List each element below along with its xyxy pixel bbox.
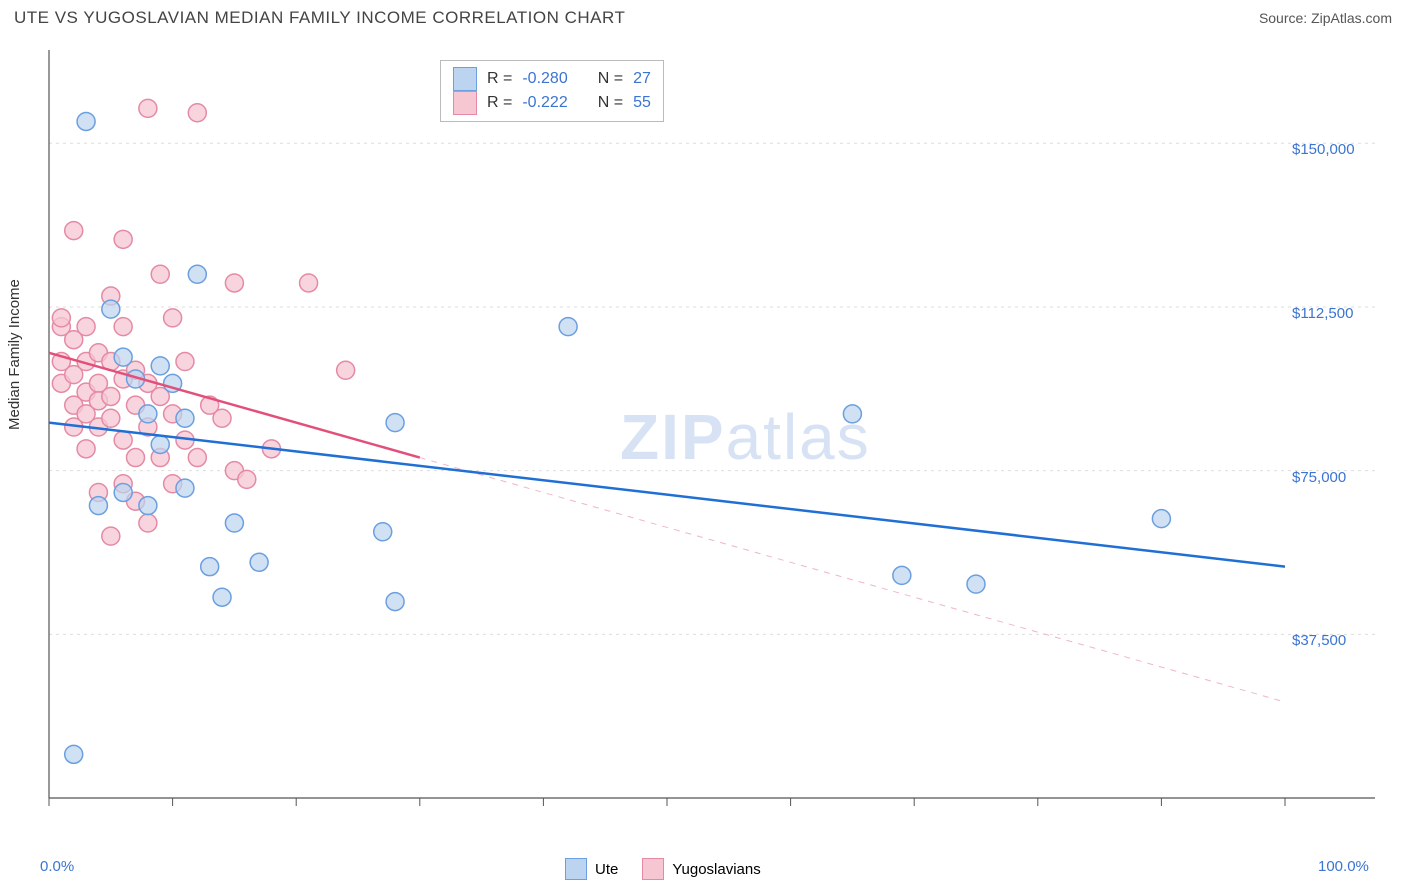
y-tick-label: $112,500 xyxy=(1292,305,1353,322)
r-label: R = xyxy=(487,94,512,112)
chart-svg xyxy=(45,48,1380,818)
swatch-ute xyxy=(453,67,477,91)
y-tick-label: $75,000 xyxy=(1292,469,1346,486)
legend-item-ute: Ute xyxy=(565,858,618,880)
legend-label-ute: Ute xyxy=(595,861,618,878)
plot-area xyxy=(45,48,1380,818)
y-axis-label: Median Family Income xyxy=(6,279,23,430)
swatch-yugoslavians xyxy=(453,91,477,115)
legend-row-ute: R = -0.280 N = 27 xyxy=(453,67,651,91)
n-label: N = xyxy=(598,94,623,112)
swatch-yugoslavians-icon xyxy=(642,858,664,880)
r-value-yugoslavians: -0.222 xyxy=(522,94,567,112)
x-tick-min: 0.0% xyxy=(40,858,74,875)
legend-row-yugoslavians: R = -0.222 N = 55 xyxy=(453,91,651,115)
swatch-ute-icon xyxy=(565,858,587,880)
legend-correlation-box: R = -0.280 N = 27 R = -0.222 N = 55 xyxy=(440,60,664,122)
n-label: N = xyxy=(598,70,623,88)
n-value-ute: 27 xyxy=(633,70,651,88)
r-value-ute: -0.280 xyxy=(522,70,567,88)
chart-title: UTE VS YUGOSLAVIAN MEDIAN FAMILY INCOME … xyxy=(14,8,625,28)
legend-series: Ute Yugoslavians xyxy=(565,858,761,880)
n-value-yugoslavians: 55 xyxy=(633,94,651,112)
y-tick-label: $150,000 xyxy=(1292,141,1355,158)
r-label: R = xyxy=(487,70,512,88)
y-tick-label: $37,500 xyxy=(1292,632,1346,649)
x-tick-max: 100.0% xyxy=(1318,858,1369,875)
legend-item-yugoslavians: Yugoslavians xyxy=(642,858,760,880)
legend-label-yugoslavians: Yugoslavians xyxy=(672,861,760,878)
title-bar: UTE VS YUGOSLAVIAN MEDIAN FAMILY INCOME … xyxy=(14,8,1392,28)
source-label: Source: ZipAtlas.com xyxy=(1259,10,1392,26)
